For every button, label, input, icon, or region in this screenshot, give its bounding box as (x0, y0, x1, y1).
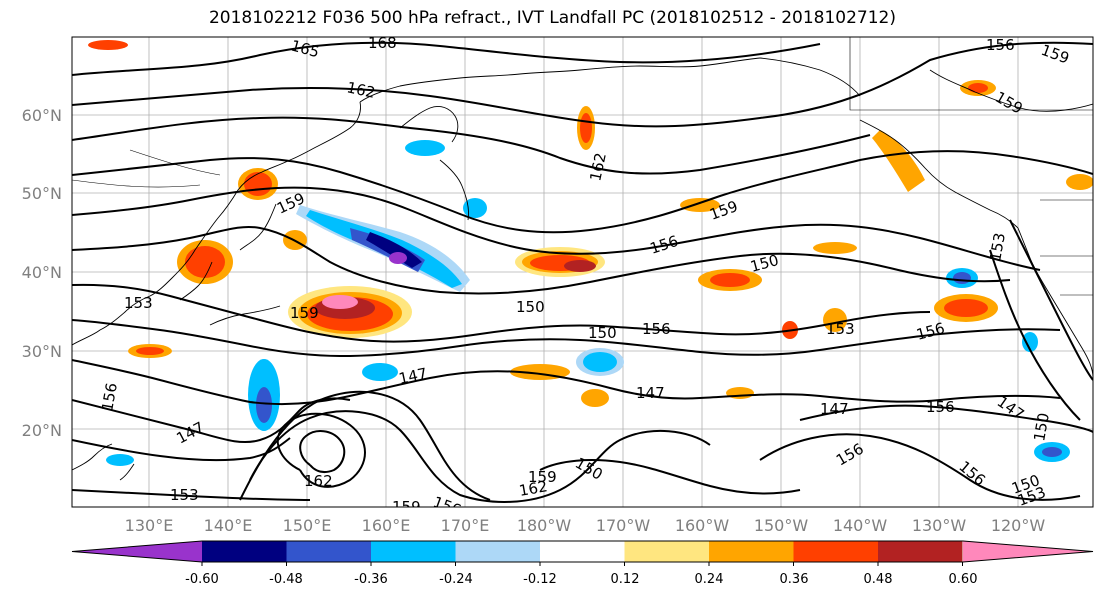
lon-label: 170°E (441, 516, 490, 535)
colorbar-tick-label: 0.48 (864, 572, 893, 587)
contour-label: 147 (820, 400, 849, 418)
height-contours (72, 41, 1093, 503)
contour-label: 153 (986, 231, 1009, 262)
colorbar-ticks (201, 562, 963, 566)
lat-label: 60°N (22, 106, 62, 125)
lat-label: 30°N (22, 342, 62, 361)
contour-label: 147 (397, 364, 429, 388)
lon-label: 180°W (517, 516, 572, 535)
colorbar-tick-label: -0.60 (185, 572, 219, 587)
contour-label: 159 (528, 468, 557, 486)
contour-label: 162 (345, 78, 377, 102)
lon-label: 160°E (362, 516, 411, 535)
lat-label: 50°N (22, 184, 62, 203)
contour-label: 150 (516, 298, 545, 316)
colorbar: -0.60 -0.48 -0.36 -0.24 -0.12 0.12 0.24 … (71, 540, 1094, 587)
colorbar-swatch (455, 541, 540, 562)
lon-label: 130°E (125, 516, 174, 535)
colorbar-swatch (878, 541, 963, 562)
longitude-labels: 130°E 140°E 150°E 160°E 170°E 180°W 170°… (125, 516, 1046, 535)
contour-label: 150 (1030, 411, 1053, 442)
lon-label: 120°W (991, 516, 1046, 535)
anomaly-northeast-pacific (813, 80, 1093, 462)
lon-label: 150°E (283, 516, 332, 535)
lon-label: 150°W (754, 516, 809, 535)
lat-label: 40°N (22, 263, 62, 282)
colorbar-tick-label: 0.60 (949, 572, 978, 587)
colorbar-swatch (202, 541, 287, 562)
lon-label: 160°W (675, 516, 730, 535)
contour-label: 150 (588, 324, 617, 342)
contour-label: 168 (368, 34, 397, 52)
contour-label: 162 (586, 151, 610, 183)
cold-anomaly-central (106, 140, 624, 466)
colorbar-swatch (793, 541, 878, 562)
contour-label: 159 (392, 498, 421, 516)
colorbar-swatches (71, 540, 1094, 563)
cold-anomaly-kurils (296, 205, 470, 292)
refractivity-shading (88, 40, 1093, 466)
contour-label: 153 (1015, 483, 1048, 510)
contour-label: 147 (636, 384, 665, 402)
warm-anomaly-japan (88, 40, 307, 358)
lon-label: 130°W (912, 516, 967, 535)
colorbar-swatch (371, 541, 456, 562)
lon-label: 140°E (204, 516, 253, 535)
figure-title: 2018102212 F036 500 hPa refract., IVT La… (208, 8, 896, 28)
colorbar-swatch (624, 541, 709, 562)
contour-label: 153 (826, 320, 855, 338)
contour-label: 156 (926, 398, 955, 416)
colorbar-swatch (72, 541, 202, 562)
contour-label: 153 (124, 294, 153, 312)
contour-label: 156 (98, 381, 121, 412)
contour-label: 162 (304, 472, 333, 490)
colorbar-tick-labels: -0.60 -0.48 -0.36 -0.24 -0.12 0.12 0.24 … (185, 572, 977, 587)
lat-label: 20°N (22, 421, 62, 440)
colorbar-tick-label: -0.36 (354, 572, 388, 587)
map-panel: 165 168 162 162 159 159 156 159 150 150 … (22, 34, 1094, 535)
colorbar-tick-label: -0.12 (523, 572, 557, 587)
contour-label: 162 (518, 477, 549, 500)
lon-label: 140°W (833, 516, 888, 535)
warm-anomaly-central (510, 106, 847, 407)
contour-label: 156 (986, 36, 1015, 54)
colorbar-tick-label: 0.24 (695, 572, 724, 587)
contour-label: 156 (642, 320, 671, 338)
colorbar-swatch (540, 541, 625, 562)
map-frame (71, 36, 1094, 508)
colorbar-tick-label: 0.36 (780, 572, 809, 587)
colorbar-swatch (963, 541, 1093, 562)
colorbar-tick-label: 0.12 (611, 572, 640, 587)
colorbar-swatch (709, 541, 794, 562)
colorbar-swatch (286, 541, 371, 562)
contour-label: 153 (170, 486, 199, 504)
colorbar-tick-label: -0.24 (439, 572, 473, 587)
latitude-labels: 60°N 50°N 40°N 30°N 20°N (22, 106, 62, 440)
contour-label: 159 (290, 304, 319, 322)
colorbar-tick-label: -0.48 (269, 572, 303, 587)
lon-label: 170°W (596, 516, 651, 535)
warm-anomaly-kuroshio (288, 286, 412, 338)
